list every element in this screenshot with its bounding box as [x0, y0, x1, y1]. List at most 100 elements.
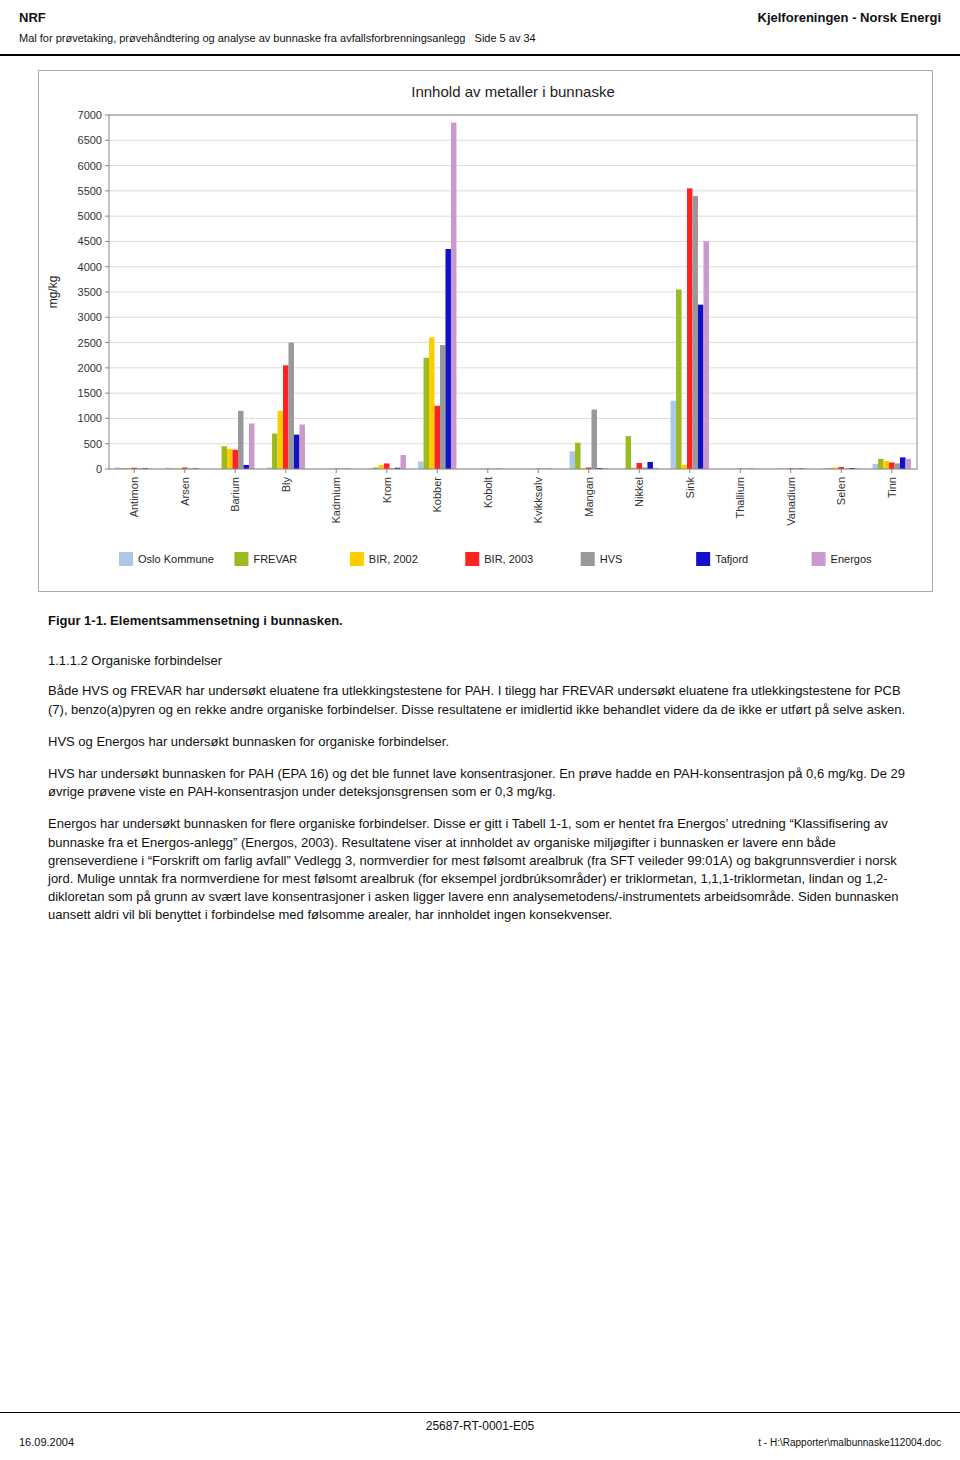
bar [429, 338, 434, 469]
y-tick-label: 2000 [78, 362, 102, 374]
bar [687, 188, 692, 469]
x-tick [588, 469, 589, 473]
legend-label: FREVAR [253, 553, 297, 565]
series [148, 123, 911, 469]
bar [299, 424, 304, 469]
grid-line [109, 140, 917, 141]
x-tick [538, 469, 539, 473]
bar [445, 249, 450, 469]
y-tick [105, 241, 109, 242]
section-title: 1.1.1.2 Organiske forbindelser [48, 652, 912, 670]
x-tick [134, 469, 135, 473]
x-tick-label: Selen [835, 477, 847, 505]
text-content: Figur 1-1. Elementsammensetning i bunnas… [48, 612, 912, 938]
bar [435, 406, 440, 469]
y-tick-label: 1000 [78, 412, 102, 424]
y-tick-label: 3000 [78, 311, 102, 323]
grid-line [109, 317, 917, 318]
footer-left: 16.09.2004 [19, 1436, 74, 1448]
grid-line [109, 393, 917, 394]
y-tick-label: 3500 [78, 286, 102, 298]
x-tick [790, 469, 791, 473]
bar [272, 434, 277, 469]
x-tick-label: Sink [684, 477, 696, 499]
bar [238, 411, 243, 469]
bar [889, 462, 894, 469]
header-separator [0, 54, 960, 56]
grid-line [109, 190, 917, 191]
x-tick-label: Kobolt [482, 477, 494, 508]
bar [243, 465, 248, 469]
paragraph: Energos har undersøkt bunnasken for fler… [48, 815, 912, 924]
y-tick-label: 5000 [78, 210, 102, 222]
x-tick-label: Tinn [886, 477, 898, 498]
grid-line [109, 216, 917, 217]
bar [692, 196, 697, 469]
legend-label: Energos [831, 553, 872, 565]
y-tick [105, 469, 109, 470]
y-tick [105, 216, 109, 217]
figure-caption: Figur 1-1. Elementsammensetning i bunnas… [48, 612, 912, 630]
bar [294, 435, 299, 469]
x-tick [639, 469, 640, 473]
bar [570, 451, 575, 469]
grid-line [109, 418, 917, 419]
grid-line [109, 292, 917, 293]
x-tick-label: Krom [381, 477, 393, 503]
bar [288, 343, 293, 469]
x-tick [841, 469, 842, 473]
y-tick [105, 190, 109, 191]
x-tick-label: Vanadium [785, 477, 797, 526]
bar [591, 410, 596, 469]
chart-title: Innhold av metaller i bunnaske [411, 83, 614, 100]
header-left: NRF [19, 10, 46, 25]
x-tick-label: Barium [229, 477, 241, 512]
legend-label: Tafjord [715, 553, 748, 565]
bar [873, 464, 878, 469]
y-tick [105, 393, 109, 394]
legend-swatch [581, 552, 595, 566]
y-tick-label: 4000 [78, 261, 102, 273]
bar [698, 305, 703, 469]
bar [400, 455, 405, 469]
legend-swatch [465, 552, 479, 566]
bar [379, 465, 384, 469]
y-tick-label: 6500 [78, 134, 102, 146]
bar [905, 459, 910, 469]
x-tick-label: Kobber [431, 477, 443, 513]
legend-swatch [812, 552, 826, 566]
bar [233, 450, 238, 469]
y-tick [105, 342, 109, 343]
x-tick [740, 469, 741, 473]
header-right: Kjelforeningen - Norsk Energi [758, 10, 941, 25]
y-tick [105, 140, 109, 141]
y-tick [105, 165, 109, 166]
bar [894, 463, 899, 469]
series [126, 338, 889, 469]
series [132, 188, 895, 469]
x-tick-label: Thallium [734, 477, 746, 519]
grid-line [109, 266, 917, 267]
plot-frame [109, 115, 917, 469]
bar [637, 463, 642, 469]
y-tick [105, 115, 109, 116]
x-tick-label: Kvikksølv [532, 477, 544, 524]
bar [676, 289, 681, 469]
chart-box: Innhold av metaller i bunnaske mg/kg 0 500 1… [38, 70, 933, 592]
bar [222, 446, 227, 469]
bar [671, 401, 676, 469]
legend-label: BIR, 2003 [484, 553, 533, 565]
y-tick-label: 0 [96, 463, 102, 475]
bar [451, 123, 456, 469]
bar [283, 365, 288, 469]
legend-label: BIR, 2002 [369, 553, 418, 565]
x-tick-label: Arsen [179, 477, 191, 506]
y-tick [105, 418, 109, 419]
legend-label: HVS [600, 553, 623, 565]
series [142, 249, 905, 469]
y-tick-label: 500 [84, 438, 102, 450]
y-axis-label: mg/kg [46, 276, 60, 309]
x-tick [184, 469, 185, 473]
x-tick [336, 469, 337, 473]
y-tick-label: 5500 [78, 185, 102, 197]
